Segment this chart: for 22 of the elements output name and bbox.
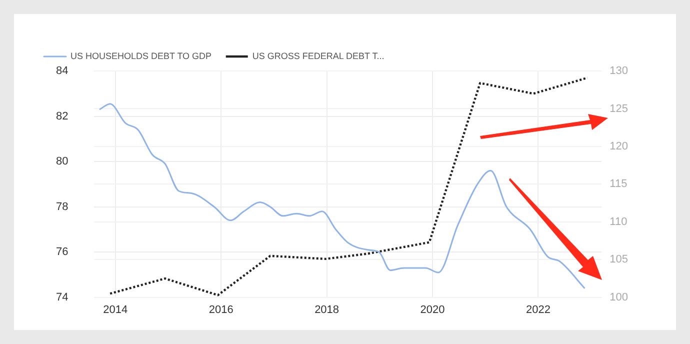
y-tick-label: 78 — [56, 200, 68, 213]
line-series — [108, 76, 588, 296]
y2-tick-label: 110 — [610, 216, 628, 228]
y2-tick-label: 125 — [610, 102, 628, 115]
line-series — [98, 103, 586, 290]
x-tick-label: 2014 — [103, 304, 128, 316]
y-tick-label: 82 — [56, 110, 68, 122]
y2-tick-label: 105 — [610, 254, 628, 266]
y-tick-label: 80 — [56, 156, 68, 168]
y2-tick-label: 130 — [610, 65, 628, 78]
legend-label: US GROSS FEDERAL DEBT T... — [252, 50, 384, 61]
y2-tick-label: 120 — [610, 140, 628, 152]
x-tick-label: 2020 — [420, 304, 445, 316]
x-tick-label: 2016 — [208, 304, 234, 316]
x-tick-label: 2018 — [314, 304, 340, 316]
y2-tick-label: 115 — [610, 178, 628, 190]
y-tick-label: 76 — [56, 246, 68, 258]
legend-label: US HOUSEHOLDS DEBT TO GDP — [70, 50, 212, 61]
x-tick-label: 2022 — [526, 304, 550, 316]
y2-tick-label: 100 — [610, 291, 628, 304]
y-tick-label: 84 — [56, 65, 68, 78]
y-tick-label: 74 — [56, 291, 68, 304]
